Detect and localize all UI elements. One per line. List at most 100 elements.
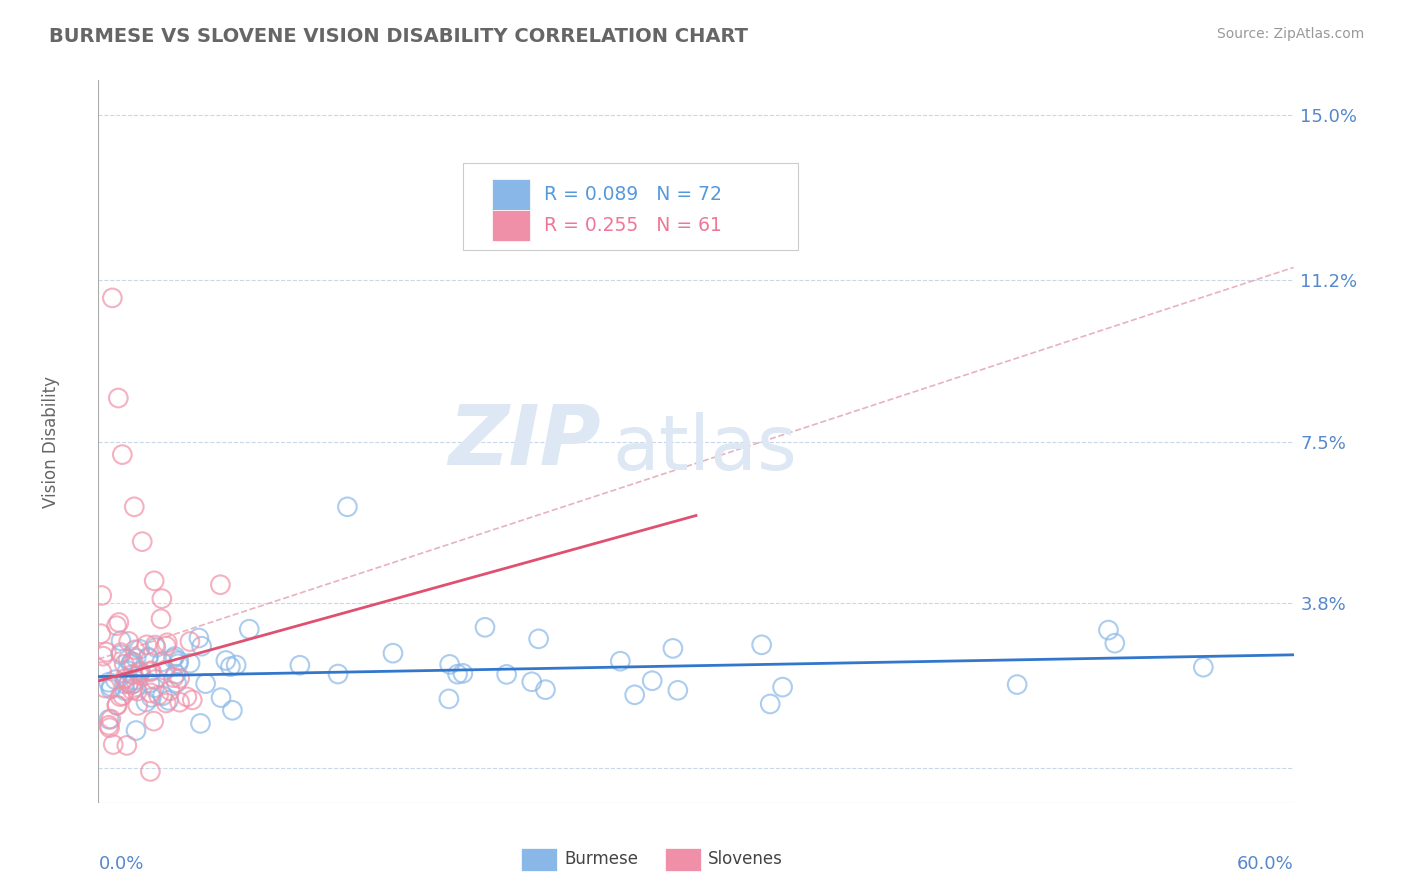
Point — [156, 636, 179, 650]
Point — [90, 665, 112, 679]
Point — [128, 822, 150, 837]
Point — [148, 688, 170, 702]
Point — [105, 618, 128, 632]
Point — [759, 697, 782, 711]
Point — [125, 723, 148, 738]
Point — [474, 620, 496, 634]
Point — [609, 654, 631, 668]
Point — [772, 680, 794, 694]
Point — [150, 655, 173, 669]
Point — [163, 649, 186, 664]
Point — [150, 591, 173, 606]
Point — [121, 683, 143, 698]
Point — [118, 676, 141, 690]
Point — [124, 643, 146, 657]
Point — [129, 665, 152, 680]
Point — [108, 615, 131, 630]
Point — [209, 690, 232, 705]
Point — [495, 667, 517, 681]
Text: Vision Disability: Vision Disability — [42, 376, 59, 508]
Text: R = 0.255   N = 61: R = 0.255 N = 61 — [544, 216, 723, 235]
Point — [165, 667, 187, 681]
Point — [135, 695, 157, 709]
Point — [128, 642, 150, 657]
Point — [121, 655, 143, 669]
Point — [101, 291, 124, 305]
Point — [110, 646, 132, 660]
FancyBboxPatch shape — [492, 179, 530, 210]
Point — [107, 391, 129, 405]
Point — [336, 500, 359, 514]
Point — [117, 676, 139, 690]
Point — [128, 664, 150, 678]
Point — [110, 648, 132, 662]
Point — [155, 696, 177, 710]
Point — [139, 686, 162, 700]
Point — [167, 657, 190, 671]
Point — [527, 632, 550, 646]
Point — [439, 657, 461, 672]
Point — [114, 677, 136, 691]
Point — [1005, 677, 1028, 691]
Point — [190, 639, 212, 653]
Point — [194, 676, 217, 690]
Point — [209, 578, 232, 592]
Point — [157, 693, 180, 707]
Text: Burmese: Burmese — [565, 850, 638, 868]
Point — [179, 634, 201, 648]
Point — [381, 646, 404, 660]
Point — [141, 664, 163, 678]
Point — [139, 665, 162, 679]
Point — [751, 638, 773, 652]
Point — [139, 676, 162, 690]
Point — [159, 683, 181, 698]
Point — [135, 638, 157, 652]
Point — [142, 714, 165, 728]
Point — [155, 639, 177, 653]
Point — [143, 638, 166, 652]
Point — [169, 672, 191, 686]
Point — [143, 673, 166, 687]
Point — [139, 764, 162, 779]
Text: Slovenes: Slovenes — [709, 850, 783, 868]
Point — [127, 684, 149, 698]
Point — [97, 718, 120, 732]
Text: ZIP: ZIP — [447, 401, 600, 482]
Text: 0.0%: 0.0% — [98, 855, 143, 873]
Point — [121, 677, 143, 691]
Point — [104, 673, 127, 687]
Point — [326, 667, 349, 681]
Text: 60.0%: 60.0% — [1237, 855, 1294, 873]
Point — [288, 658, 311, 673]
Point — [90, 589, 112, 603]
Text: BURMESE VS SLOVENE VISION DISABILITY CORRELATION CHART: BURMESE VS SLOVENE VISION DISABILITY COR… — [49, 27, 748, 45]
Point — [451, 666, 474, 681]
Point — [105, 698, 128, 713]
Point — [187, 631, 209, 645]
Point — [117, 664, 139, 678]
Point — [163, 671, 186, 685]
Point — [215, 653, 238, 667]
Point — [1192, 660, 1215, 674]
Point — [121, 667, 143, 681]
Point — [169, 695, 191, 709]
Point — [136, 650, 159, 665]
Point — [91, 649, 114, 664]
Point — [520, 674, 543, 689]
Point — [114, 683, 136, 698]
Point — [100, 680, 122, 694]
Point — [179, 656, 201, 670]
FancyBboxPatch shape — [522, 847, 557, 871]
Point — [98, 721, 121, 735]
Point — [152, 689, 174, 703]
Point — [190, 716, 212, 731]
Point — [162, 651, 184, 665]
Point — [149, 612, 172, 626]
Point — [131, 534, 153, 549]
Point — [122, 656, 145, 670]
Point — [103, 738, 125, 752]
Point — [114, 672, 136, 686]
Point — [1104, 636, 1126, 650]
Point — [111, 448, 134, 462]
Point — [100, 681, 122, 696]
